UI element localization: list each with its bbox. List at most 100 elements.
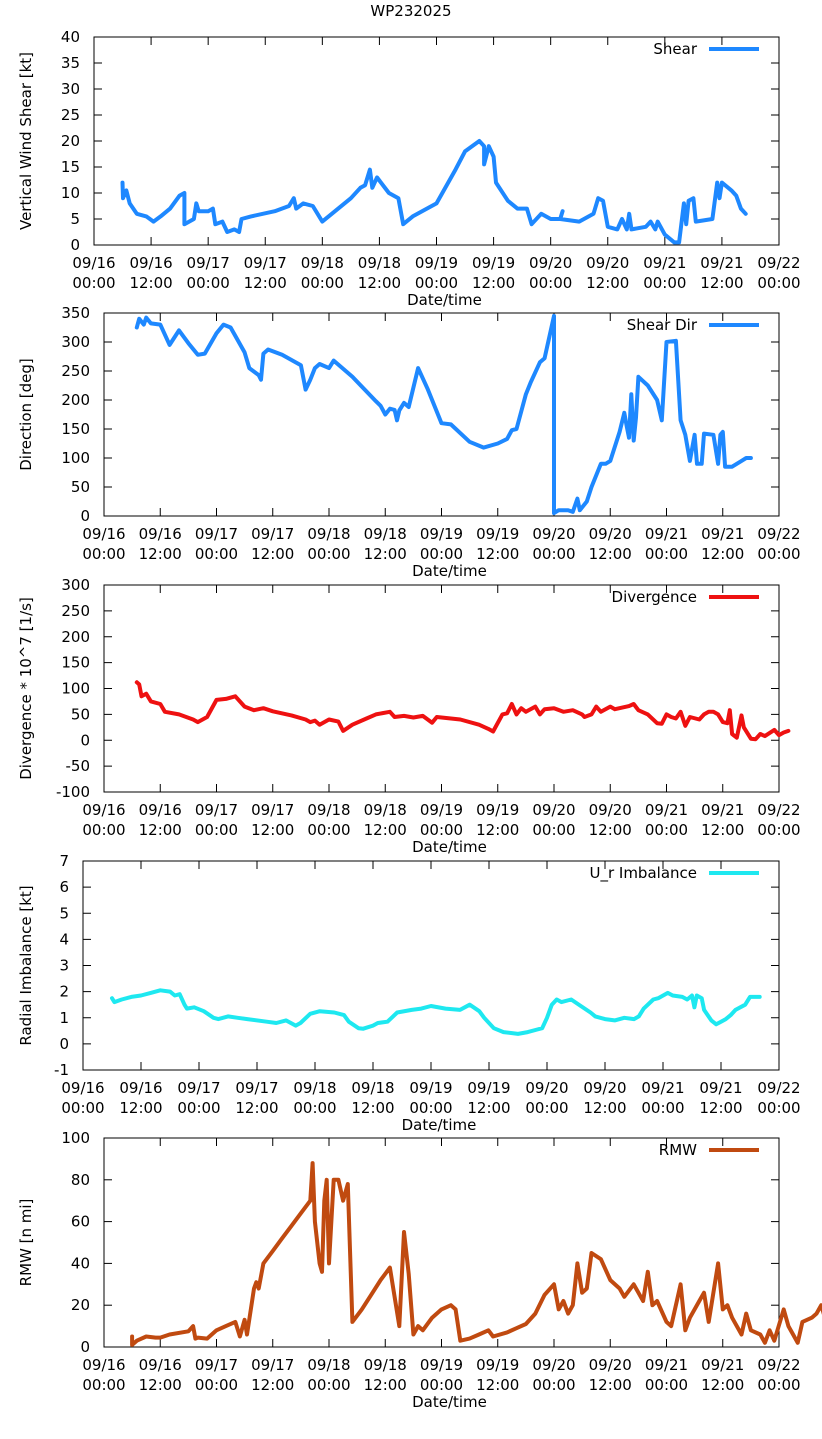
- x-tick-label-time: 12:00: [701, 821, 744, 839]
- x-tick-label-date: 09/16: [139, 1356, 182, 1374]
- y-tick-label: 10: [61, 184, 80, 202]
- x-tick-label-time: 00:00: [420, 821, 463, 839]
- y-tick-label: 7: [59, 852, 69, 870]
- x-tick-label-date: 09/19: [415, 254, 458, 272]
- x-tick-label-date: 09/18: [307, 801, 350, 819]
- y-tick-label: 200: [61, 628, 90, 646]
- x-tick-label-time: 00:00: [645, 545, 688, 563]
- x-axis-label: Date/time: [412, 562, 487, 580]
- x-tick-label-date: 09/18: [364, 801, 407, 819]
- series-line-shear: [120, 139, 748, 245]
- series-line-rmw: [130, 1161, 822, 1347]
- x-tick-label-date: 09/19: [420, 801, 463, 819]
- y-tick-label: 5: [59, 904, 69, 922]
- x-tick-label-time: 12:00: [364, 1376, 407, 1394]
- x-tick-label-date: 09/19: [467, 1079, 510, 1097]
- x-tick-label-time: 00:00: [420, 1376, 463, 1394]
- x-tick-label-date: 09/17: [251, 1356, 294, 1374]
- x-tick-label-date: 09/17: [187, 254, 230, 272]
- x-tick-label-date: 09/20: [589, 525, 632, 543]
- y-axis-label: Direction [deg]: [17, 358, 35, 471]
- x-tick-label-time: 12:00: [364, 545, 407, 563]
- x-tick-label-date: 09/18: [293, 1079, 336, 1097]
- y-tick-label: -100: [56, 783, 90, 801]
- x-tick-label-date: 09/19: [476, 801, 519, 819]
- x-tick-label-date: 09/16: [72, 254, 115, 272]
- y-tick-label: 2: [59, 983, 69, 1001]
- x-tick-label-date: 09/16: [82, 1356, 125, 1374]
- x-tick-label-date: 09/20: [532, 1356, 575, 1374]
- x-tick-label-date: 09/21: [645, 525, 688, 543]
- x-tick-label-time: 12:00: [251, 821, 294, 839]
- y-tick-label: 100: [61, 680, 90, 698]
- x-tick-label-date: 09/18: [307, 525, 350, 543]
- x-tick-label-time: 00:00: [195, 821, 238, 839]
- x-tick-label-date: 09/18: [307, 1356, 350, 1374]
- x-tick-label-date: 09/22: [757, 801, 800, 819]
- x-tick-label-time: 00:00: [307, 821, 350, 839]
- x-tick-label-date: 09/19: [409, 1079, 452, 1097]
- chart-panel-4: -1 0 1 2 3 4 5 6 7 09/16 00:00 09/16 12:00 09/17 00:00…: [17, 852, 801, 1134]
- x-tick-label-time: 12:00: [589, 545, 632, 563]
- legend-label: Shear Dir: [627, 316, 698, 334]
- x-tick-label-time: 12:00: [358, 274, 401, 292]
- x-tick-label-date: 09/21: [641, 1079, 684, 1097]
- x-tick-label-time: 12:00: [351, 1099, 394, 1117]
- x-tick-label-date: 09/17: [244, 254, 287, 272]
- x-tick-label-date: 09/17: [195, 525, 238, 543]
- x-tick-label-date: 09/16: [82, 525, 125, 543]
- x-tick-label-time: 00:00: [643, 274, 686, 292]
- legend-label: RMW: [659, 1141, 697, 1159]
- x-tick-label-time: 12:00: [472, 274, 515, 292]
- x-tick-label-time: 00:00: [525, 1099, 568, 1117]
- x-tick-label-date: 09/20: [525, 1079, 568, 1097]
- x-tick-label-date: 09/17: [195, 801, 238, 819]
- y-tick-label: 250: [61, 362, 90, 380]
- x-tick-label-time: 12:00: [364, 821, 407, 839]
- x-axis-label: Date/time: [412, 838, 487, 856]
- x-tick-label-date: 09/17: [251, 801, 294, 819]
- y-tick-label: 0: [80, 1338, 90, 1356]
- x-tick-label-date: 09/18: [364, 1356, 407, 1374]
- chart-panel-1: 0 5 10 15 20 25 30 35 40 09/16 00:00 09/16 12:00 09/1…: [17, 28, 801, 309]
- x-tick-label-date: 09/18: [301, 254, 344, 272]
- x-tick-label-time: 00:00: [641, 1099, 684, 1117]
- x-axis-label: Date/time: [402, 1116, 477, 1134]
- x-tick-label-time: 12:00: [467, 1099, 510, 1117]
- x-tick-label-time: 12:00: [476, 821, 519, 839]
- x-tick-label-time: 12:00: [251, 545, 294, 563]
- y-tick-label: 50: [71, 705, 90, 723]
- y-tick-label: -50: [66, 757, 91, 775]
- x-tick-label-time: 00:00: [72, 274, 115, 292]
- x-tick-label-date: 09/20: [529, 254, 572, 272]
- y-tick-label: 5: [70, 210, 80, 228]
- x-tick-label-time: 12:00: [476, 545, 519, 563]
- x-tick-label-date: 09/16: [129, 254, 172, 272]
- y-tick-label: 35: [61, 54, 80, 72]
- x-tick-label-time: 00:00: [187, 274, 230, 292]
- y-tick-label: 0: [59, 1035, 69, 1053]
- y-tick-label: 20: [61, 132, 80, 150]
- x-tick-label-time: 00:00: [757, 821, 800, 839]
- legend-label: Divergence: [612, 588, 697, 606]
- x-tick-label-time: 00:00: [409, 1099, 452, 1117]
- chart-panel-3: -100 -50 0 50 100 150 200 250 300 09/16 00:00 09/16…: [17, 576, 801, 856]
- x-tick-label-time: 00:00: [301, 274, 344, 292]
- x-tick-label-date: 09/20: [586, 254, 629, 272]
- x-tick-label-time: 12:00: [476, 1376, 519, 1394]
- x-tick-label-time: 12:00: [589, 821, 632, 839]
- x-tick-label-time: 00:00: [532, 821, 575, 839]
- x-tick-label-date: 09/18: [351, 1079, 394, 1097]
- x-tick-label-date: 09/17: [195, 1356, 238, 1374]
- y-tick-label: 150: [61, 420, 90, 438]
- x-tick-label-time: 00:00: [195, 1376, 238, 1394]
- y-tick-label: 60: [71, 1213, 90, 1231]
- x-tick-label-time: 12:00: [244, 274, 287, 292]
- y-tick-label: 80: [71, 1171, 90, 1189]
- x-tick-label-time: 00:00: [645, 821, 688, 839]
- x-tick-label-time: 12:00: [235, 1099, 278, 1117]
- x-tick-label-date: 09/22: [757, 1356, 800, 1374]
- x-tick-label-date: 09/20: [532, 525, 575, 543]
- plot-frame: [103, 1137, 780, 1348]
